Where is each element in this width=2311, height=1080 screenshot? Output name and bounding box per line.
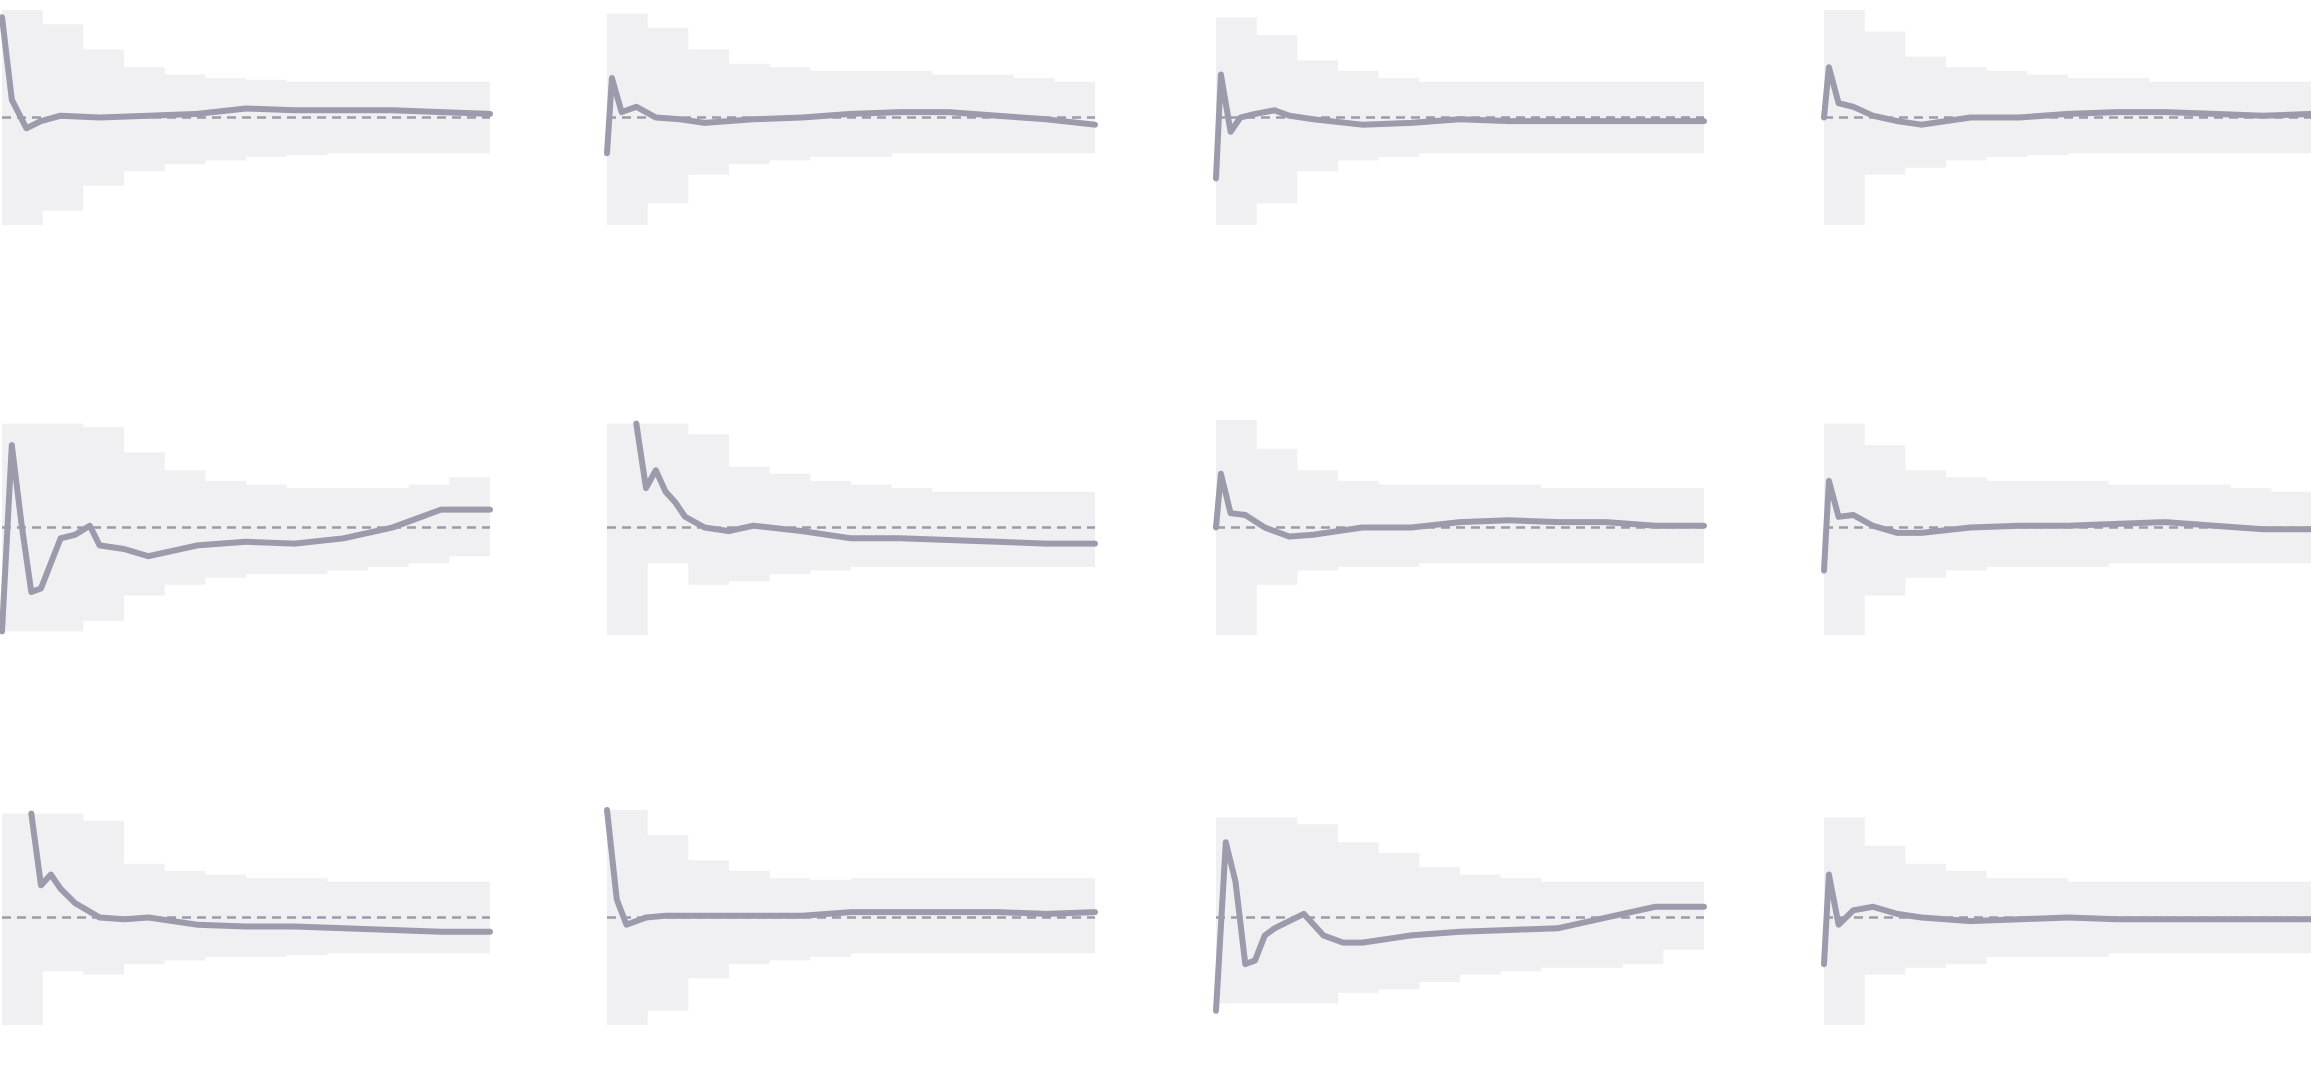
confidence-band [1216, 817, 1704, 1004]
panel-10 [604, 807, 1098, 1025]
series-line-1 [604, 75, 1098, 157]
panel-6 [607, 420, 1098, 635]
series-line-1 [1821, 477, 2311, 574]
confidence-band [607, 13, 1095, 225]
confidence-band [607, 423, 1095, 635]
confidence-band [2, 813, 490, 1025]
confidence-band [1824, 423, 2311, 635]
series-line-1 [28, 810, 493, 935]
series-line-1 [1213, 839, 1707, 1014]
confidence-band [1824, 817, 2311, 1025]
panel-2 [604, 13, 1098, 225]
panel-5 [0, 423, 493, 635]
panel-8 [1821, 423, 2311, 635]
panel-7 [1213, 420, 1707, 635]
series-line-1 [1213, 71, 1707, 182]
panel-12 [1821, 817, 2311, 1025]
panel-3 [1213, 17, 1707, 226]
panel-11 [1213, 817, 1707, 1014]
series-line-1 [1213, 470, 1707, 540]
panel-1 [0, 10, 493, 225]
series-line-1 [604, 807, 1098, 928]
panel-4 [1821, 10, 2311, 225]
series-line-1 [1821, 64, 2311, 128]
series-line-1 [0, 14, 493, 132]
series-line-1 [633, 420, 1098, 547]
series-line-1 [1821, 871, 2311, 968]
panel-9 [2, 810, 493, 1025]
series-line-1 [0, 442, 493, 635]
